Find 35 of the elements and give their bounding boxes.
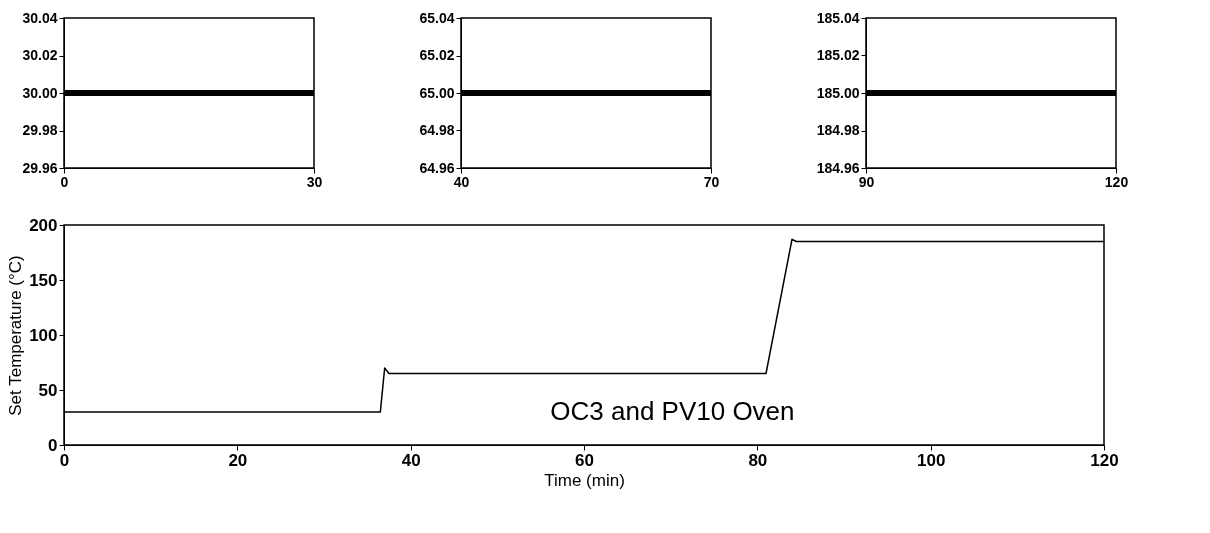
y-tick-label: 185.00	[816, 84, 860, 101]
y-tick-label: 185.02	[816, 47, 860, 63]
x-tick-label: 40	[453, 173, 470, 190]
x-tick-label: 60	[575, 450, 594, 470]
y-tick-label: 65.00	[419, 84, 455, 101]
x-tick-label: 120	[1104, 173, 1129, 190]
x-tick-label: 30	[306, 173, 323, 190]
y-axis-title: Set Temperature (°C)	[6, 255, 26, 416]
y-tick-label: 64.96	[419, 159, 455, 176]
y-tick-label: 50	[38, 380, 58, 400]
x-tick-label: 90	[858, 173, 875, 190]
y-tick-label: 64.98	[419, 122, 455, 138]
x-tick-label: 80	[748, 450, 768, 470]
y-tick-label: 200	[29, 215, 58, 235]
y-tick-label: 185.04	[816, 9, 860, 26]
x-tick-label: 20	[228, 450, 248, 470]
annotation: OC3 and PV10 Oven	[550, 396, 795, 426]
x-axis-title: Time (min)	[544, 470, 625, 490]
y-tick-label: 29.98	[22, 122, 58, 138]
y-tick-label: 30.02	[22, 47, 58, 63]
y-tick-label: 184.98	[816, 122, 860, 138]
y-tick-label: 29.96	[22, 159, 58, 176]
x-tick-label: 100	[916, 450, 946, 470]
y-tick-label: 150	[29, 270, 58, 290]
y-tick-label: 65.02	[419, 47, 455, 63]
y-tick-label: 65.04	[419, 9, 455, 26]
y-tick-label: 30.04	[22, 9, 58, 26]
x-tick-label: 40	[401, 450, 421, 470]
x-tick-label: 0	[60, 173, 69, 190]
y-tick-label: 30.00	[22, 84, 58, 101]
x-tick-label: 120	[1090, 450, 1119, 470]
y-tick-label: 100	[29, 325, 58, 345]
x-tick-label: 70	[703, 173, 720, 190]
y-tick-label: 0	[48, 435, 58, 455]
y-tick-label: 184.96	[816, 159, 860, 176]
